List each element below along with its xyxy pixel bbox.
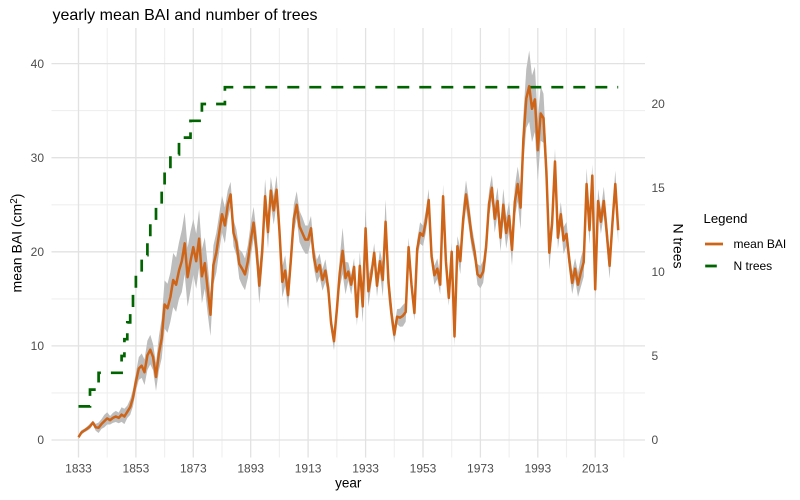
svg-text:N trees: N trees [671,223,687,268]
svg-text:10: 10 [652,265,666,279]
svg-text:30: 30 [31,151,45,165]
svg-text:15: 15 [652,181,666,195]
svg-text:1833: 1833 [65,462,92,476]
svg-text:year: year [335,476,362,491]
svg-text:2013: 2013 [582,462,609,476]
svg-text:Legend: Legend [704,211,748,226]
svg-text:1973: 1973 [467,462,494,476]
svg-text:mean BAI: mean BAI [734,237,787,251]
svg-text:1933: 1933 [352,462,379,476]
svg-text:1913: 1913 [295,462,322,476]
svg-text:5: 5 [652,349,659,363]
svg-text:N trees: N trees [734,259,773,273]
svg-text:20: 20 [31,245,45,259]
svg-text:10: 10 [31,339,45,353]
svg-text:1953: 1953 [410,462,437,476]
svg-text:1873: 1873 [180,462,207,476]
svg-text:mean BAI (cm2): mean BAI (cm2) [9,194,25,293]
svg-text:1993: 1993 [524,462,551,476]
svg-text:yearly mean BAI and number of: yearly mean BAI and number of trees [53,7,318,24]
svg-text:1893: 1893 [237,462,264,476]
svg-text:40: 40 [31,57,45,71]
svg-text:0: 0 [37,433,44,447]
svg-text:0: 0 [652,433,659,447]
svg-text:20: 20 [652,97,666,111]
svg-text:1853: 1853 [123,462,150,476]
